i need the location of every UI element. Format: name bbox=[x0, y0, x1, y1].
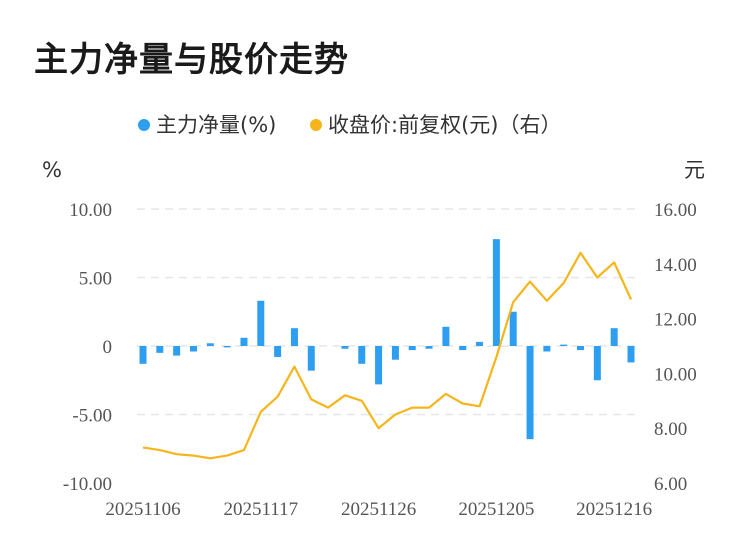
right-tick-label: 12.00 bbox=[654, 310, 697, 331]
net-flow-bar bbox=[459, 346, 467, 351]
net-flow-bar bbox=[391, 346, 399, 360]
net-flow-bar bbox=[560, 344, 568, 346]
net-flow-bar bbox=[223, 346, 231, 348]
left-tick-label: -10.00 bbox=[63, 474, 112, 495]
right-tick-label: 8.00 bbox=[654, 419, 687, 440]
net-flow-bar bbox=[442, 326, 450, 346]
net-flow-bar bbox=[290, 328, 298, 346]
x-tick-label: 20251117 bbox=[223, 499, 298, 520]
net-flow-bar bbox=[240, 337, 248, 346]
x-axis-ticks: 20251106 20251117 20251126 20251205 20251216 bbox=[105, 499, 652, 520]
net-flow-bar bbox=[492, 239, 500, 346]
net-flow-bar bbox=[476, 341, 484, 346]
legend-bar-marker bbox=[138, 119, 150, 131]
left-tick-label: 0 bbox=[103, 337, 113, 358]
right-tick-label: 10.00 bbox=[654, 364, 697, 385]
left-axis-unit: % bbox=[42, 158, 62, 182]
left-axis-ticks: 10.00 5.00 0 -5.00 -10.00 bbox=[63, 200, 112, 495]
right-tick-label: 6.00 bbox=[654, 474, 687, 495]
net-flow-bar bbox=[526, 346, 534, 440]
x-tick-label: 20251106 bbox=[105, 499, 180, 520]
legend: 主力净量(%) 收盘价:前复权(元)（右） bbox=[138, 113, 561, 137]
right-tick-label: 16.00 bbox=[654, 200, 697, 221]
net-flow-bar bbox=[173, 346, 181, 356]
net-flow-bar bbox=[627, 346, 635, 363]
net-flow-bar bbox=[274, 346, 282, 357]
gridlines bbox=[137, 208, 637, 416]
x-tick-label: 20251205 bbox=[458, 499, 534, 520]
net-flow-bar bbox=[408, 346, 416, 351]
legend-line-marker bbox=[310, 119, 322, 131]
net-flow-bar bbox=[610, 328, 618, 346]
close-price-line bbox=[142, 251, 633, 460]
legend-line-label: 收盘价:前复权(元)（右） bbox=[328, 113, 561, 137]
right-axis-unit: 元 bbox=[684, 158, 705, 182]
x-tick-label: 20251216 bbox=[576, 499, 652, 520]
right-axis-ticks: 16.00 14.00 12.00 10.00 8.00 6.00 bbox=[654, 200, 697, 495]
line-series bbox=[142, 251, 633, 460]
net-flow-bar bbox=[206, 343, 214, 346]
x-tick-label: 20251126 bbox=[341, 499, 416, 520]
net-flow-bar bbox=[375, 346, 383, 385]
left-tick-label: 10.00 bbox=[69, 200, 112, 221]
net-flow-bar bbox=[307, 346, 315, 371]
left-tick-label: 5.00 bbox=[79, 269, 112, 290]
net-flow-bar bbox=[156, 346, 164, 353]
net-flow-bar bbox=[139, 346, 147, 364]
right-tick-label: 14.00 bbox=[654, 255, 697, 276]
net-flow-bar bbox=[341, 346, 349, 349]
net-flow-bar bbox=[257, 300, 265, 346]
left-tick-label: -5.00 bbox=[72, 406, 112, 427]
net-flow-bar bbox=[358, 346, 366, 364]
net-flow-bar bbox=[577, 346, 585, 351]
net-flow-bar bbox=[593, 346, 601, 381]
net-flow-bar bbox=[189, 346, 197, 352]
chart-title: 主力净量与股价走势 bbox=[34, 40, 349, 80]
legend-bar-label: 主力净量(%) bbox=[156, 113, 276, 137]
net-flow-bar bbox=[509, 311, 517, 346]
net-flow-bar bbox=[425, 346, 433, 349]
bar-series bbox=[139, 239, 635, 440]
net-flow-bar bbox=[543, 346, 551, 352]
